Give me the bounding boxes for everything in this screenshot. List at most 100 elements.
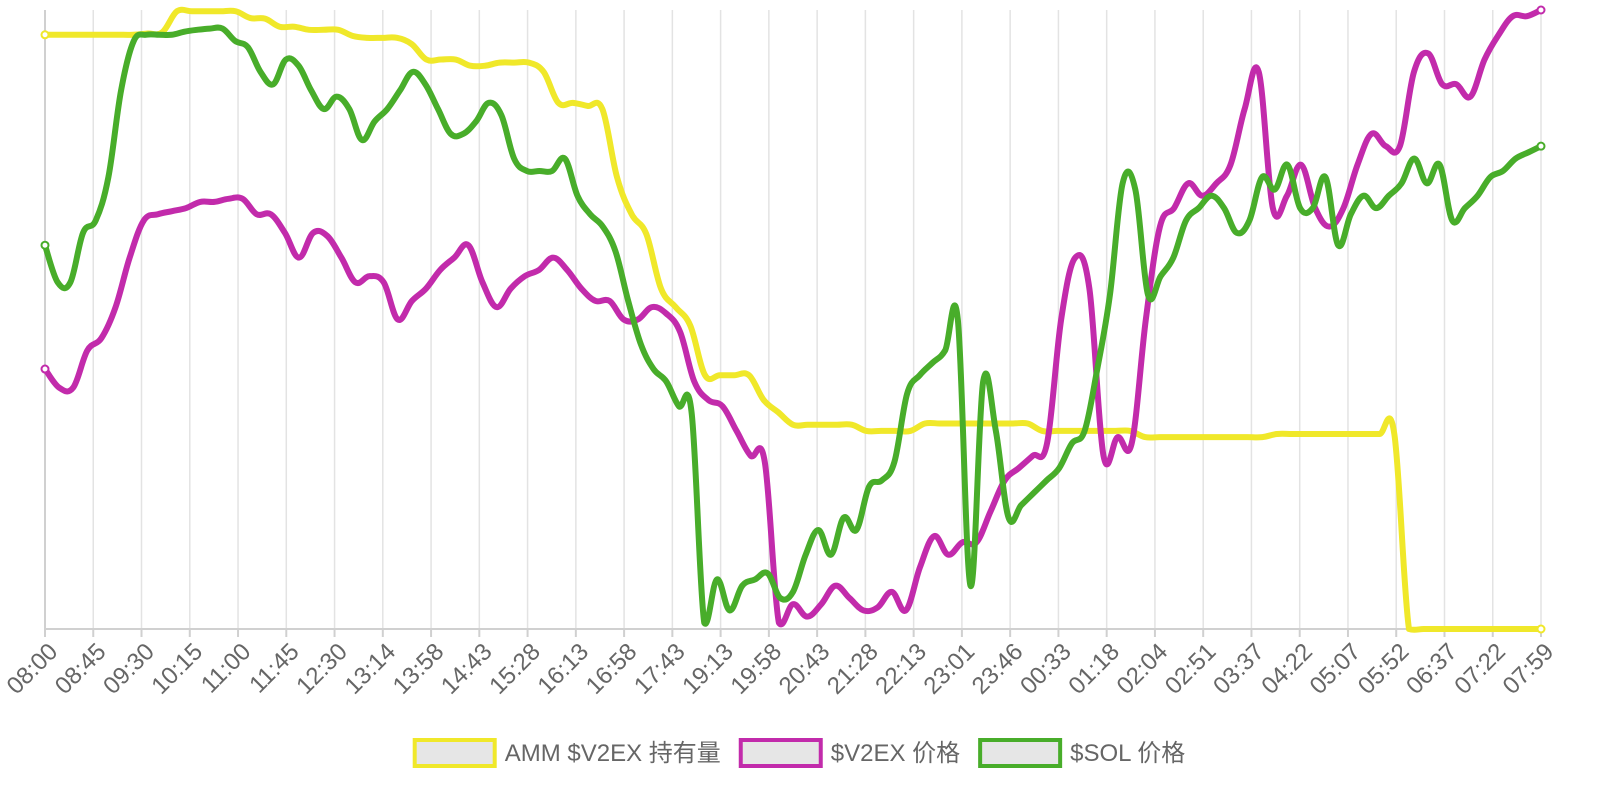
data-point <box>486 100 492 106</box>
data-point <box>625 298 631 304</box>
series-lines <box>40 5 1546 634</box>
legend-label: AMM $V2EX 持有量 <box>505 740 721 767</box>
data-point <box>1030 453 1036 459</box>
data-point <box>86 32 92 38</box>
x-tick-label: 16:58 <box>581 638 643 700</box>
data-point <box>1185 180 1191 186</box>
series-2 <box>40 5 1546 628</box>
data-point <box>922 420 928 427</box>
data-point <box>394 35 400 41</box>
data-point <box>993 428 999 434</box>
data-point <box>1326 224 1332 230</box>
data-point <box>409 41 415 47</box>
data-point <box>629 211 635 217</box>
data-point <box>777 595 783 601</box>
data-point <box>1081 428 1088 434</box>
x-tick-label: 15:28 <box>484 638 546 700</box>
data-point <box>650 366 657 372</box>
data-point <box>511 155 517 162</box>
data-point <box>494 304 500 310</box>
data-point <box>296 255 302 261</box>
data-point <box>1072 255 1078 261</box>
data-point-end <box>1536 141 1546 151</box>
x-tick-label: 08:00 <box>2 638 64 700</box>
legend-swatch <box>738 738 823 768</box>
data-point <box>372 118 378 125</box>
legend-item-1[interactable]: AMM $V2EX 持有量 <box>412 738 721 768</box>
data-point <box>460 131 466 137</box>
data-point <box>508 285 514 292</box>
data-point <box>254 211 260 217</box>
data-point <box>866 484 872 490</box>
data-point <box>1439 81 1445 87</box>
x-tick-label: 20:43 <box>774 638 836 700</box>
data-point <box>1025 420 1031 427</box>
data-point <box>917 564 923 570</box>
legend[interactable]: AMM $V2EX 持有量 $V2EX 价格 $SOL 价格 <box>412 738 1186 768</box>
data-point-end <box>40 240 50 250</box>
data-point <box>1158 273 1164 279</box>
data-point <box>233 8 239 14</box>
data-point <box>295 63 302 69</box>
legend-item-2[interactable]: $V2EX 价格 <box>738 738 960 768</box>
data-point <box>701 620 707 626</box>
data-point <box>1465 626 1471 632</box>
data-point <box>1436 162 1443 168</box>
x-tick-label: 14:43 <box>436 638 498 700</box>
data-point <box>1259 174 1265 180</box>
data-point <box>1010 420 1016 427</box>
data-point <box>673 304 679 310</box>
data-point-end <box>1536 5 1546 15</box>
data-point <box>397 87 403 94</box>
data-point <box>1132 186 1138 193</box>
x-tick-label: 17:43 <box>629 638 691 700</box>
data-point <box>587 211 593 217</box>
data-point <box>321 27 327 33</box>
data-point <box>422 81 428 87</box>
data-point <box>849 422 855 428</box>
x-tick-label: 06:37 <box>1401 638 1463 700</box>
data-point <box>1274 431 1280 437</box>
data-point <box>1171 434 1177 440</box>
data-point <box>80 230 86 236</box>
data-point <box>562 155 568 162</box>
data-point <box>663 378 669 384</box>
series-3 <box>40 24 1546 627</box>
data-point <box>1386 193 1392 199</box>
data-point <box>687 323 693 329</box>
data-point <box>762 459 768 465</box>
data-point <box>1208 193 1214 199</box>
data-point <box>942 347 948 354</box>
data-point <box>1467 94 1474 100</box>
data-point <box>578 285 584 292</box>
data-point <box>1031 490 1037 496</box>
data-point <box>1143 316 1149 323</box>
legend-item-3[interactable]: $SOL 价格 <box>978 738 1185 768</box>
data-point <box>189 8 195 14</box>
x-tick-label: 05:07 <box>1305 638 1367 700</box>
data-point <box>853 527 859 533</box>
data-point <box>1523 626 1529 632</box>
axes <box>44 10 1542 637</box>
data-point <box>1453 81 1459 87</box>
data-point <box>346 106 352 112</box>
data-point <box>1196 205 1202 211</box>
data-point <box>549 168 555 174</box>
data-point <box>1201 434 1207 440</box>
data-point <box>536 267 542 273</box>
legend-label: $SOL 价格 <box>1070 740 1185 767</box>
data-point <box>465 242 471 248</box>
data-point <box>98 335 105 341</box>
data-point <box>1509 626 1515 632</box>
data-point <box>574 193 581 199</box>
data-point <box>748 453 754 459</box>
data-point <box>649 304 655 310</box>
data-point <box>746 372 752 378</box>
x-tick-label: 02:04 <box>1112 638 1174 700</box>
data-point <box>437 267 443 273</box>
data-point <box>1016 465 1022 471</box>
data-point <box>118 87 124 94</box>
data-point <box>498 112 505 118</box>
data-point <box>321 106 327 112</box>
data-point <box>57 32 63 38</box>
